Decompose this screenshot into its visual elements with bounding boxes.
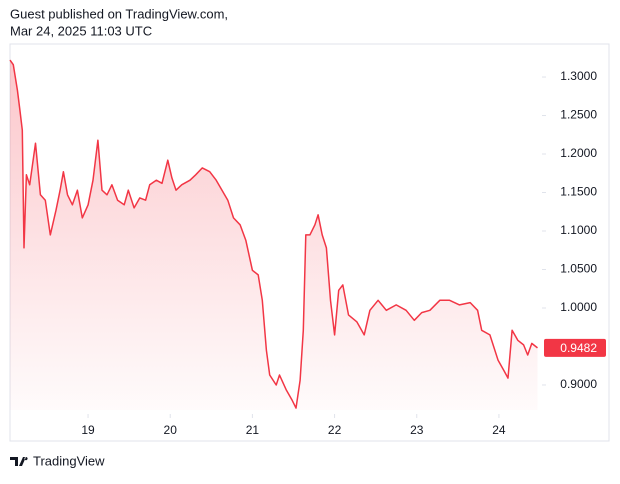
y-tick-label: 1.1500 xyxy=(560,185,597,199)
y-tick-label: 1.0500 xyxy=(560,262,597,276)
x-tick-label: 19 xyxy=(81,423,95,437)
x-tick-label: 24 xyxy=(492,423,506,437)
footer-brand: TradingView xyxy=(33,453,105,468)
y-tick-label: 0.9000 xyxy=(560,377,597,391)
y-tick-label: 1.2500 xyxy=(560,108,597,122)
price-line xyxy=(9,59,538,409)
last-price-box xyxy=(544,338,606,357)
x-tick-label: 22 xyxy=(328,423,342,437)
y-tick-label: 1.3000 xyxy=(560,69,597,83)
y-tick-label: 1.2000 xyxy=(560,146,597,160)
header-line: Mar 24, 2025 11:03 UTC xyxy=(10,23,152,38)
x-tick-label: 20 xyxy=(164,423,178,437)
y-tick-label: 1.1000 xyxy=(560,223,597,237)
header-line: Guest published on TradingView.com, xyxy=(10,6,228,21)
area-fill xyxy=(10,60,538,410)
last-price-label: 0.9482 xyxy=(560,341,597,355)
x-tick-label: 23 xyxy=(410,423,424,437)
y-tick-label: 1.0000 xyxy=(560,300,597,314)
x-tick-label: 21 xyxy=(246,423,260,437)
footer-logo: TradingView xyxy=(10,453,105,468)
